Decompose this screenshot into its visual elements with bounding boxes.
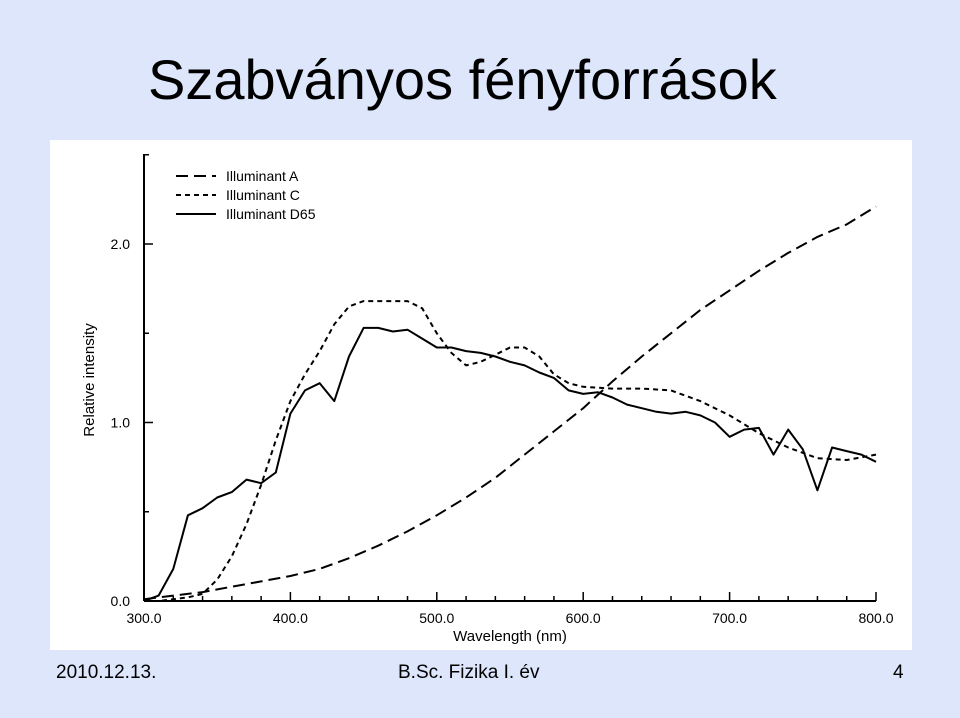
- y-tick-label: 1.0: [111, 415, 131, 431]
- x-tick-label: 500.0: [419, 610, 454, 626]
- footer-course: B.Sc. Fizika I. év: [398, 662, 540, 683]
- page-number: 4: [893, 662, 904, 683]
- series-line-illuminant-a: [143, 205, 877, 601]
- x-tick-label: 800.0: [858, 610, 893, 626]
- chart-panel: 300.0 400.0 500.0 600.0 700.0 800.0 0.0 1.0 2.0 W…: [50, 140, 912, 650]
- legend-label: Illuminant C: [226, 187, 300, 203]
- series-line-illuminant-c: [144, 300, 877, 602]
- y-axis-label: Relative intensity: [81, 323, 98, 437]
- x-tick-label: 700.0: [712, 610, 747, 626]
- footer-date: 2010.12.13.: [56, 662, 157, 683]
- chart-svg: 300.0 400.0 500.0 600.0 700.0 800.0 0.0 1.0 2.0 W…: [81, 154, 894, 645]
- legend-label: Illuminant D65: [226, 206, 316, 222]
- series-line-illuminant-d65: [143, 326, 877, 602]
- y-tick-label: 0.0: [111, 593, 131, 609]
- slide-title: Szabványos fényforrások: [148, 48, 777, 111]
- x-tick-label: 300.0: [126, 610, 161, 626]
- x-tick-label: 600.0: [566, 610, 601, 626]
- x-tick-label: 400.0: [273, 610, 308, 626]
- x-axis-label: Wavelength (nm): [453, 628, 567, 645]
- legend-label: Illuminant A: [226, 168, 299, 184]
- y-tick-label: 2.0: [111, 236, 131, 252]
